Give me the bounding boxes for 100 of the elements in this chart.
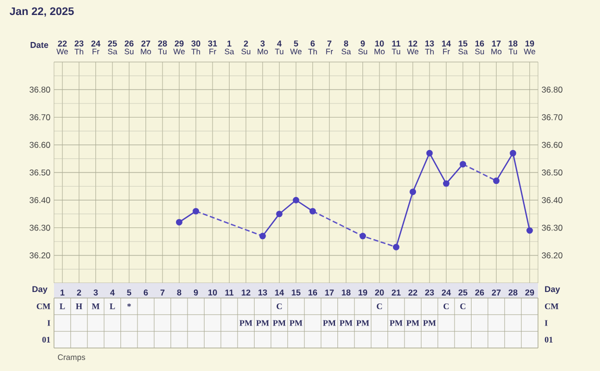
x-tick-label: 7	[160, 290, 164, 296]
text: *	[127, 304, 131, 307]
x-tick-label: 14	[442, 40, 451, 46]
x-tick-label: 15	[292, 290, 300, 296]
text: H	[76, 304, 82, 310]
x-tick-label: 23	[74, 40, 84, 46]
point	[392, 244, 400, 250]
x-tick-label: 1	[227, 40, 232, 46]
x-tick-label: 22	[58, 40, 67, 46]
x-tick-label: 4	[277, 40, 282, 46]
x-tick-label: 24	[91, 40, 100, 46]
x-tick-label: 29	[174, 40, 184, 46]
y2-tick-label: 36.50	[542, 170, 562, 176]
text: Day	[545, 286, 560, 294]
x-tick-label: 3	[94, 289, 98, 296]
x-tick-label: 25	[108, 40, 117, 46]
x-tick-label: 4	[110, 290, 115, 296]
y-tick-label: 36.80	[30, 86, 50, 93]
x-tick-label: 13	[425, 40, 434, 46]
y2-tick-label: 01	[544, 336, 553, 343]
x-tick-label: 16	[308, 289, 318, 296]
x-axis-title: Date	[30, 42, 48, 48]
x-tick-label: 13	[258, 289, 268, 296]
text: PM	[256, 320, 269, 326]
x-tick-label: 19	[525, 40, 534, 46]
point	[309, 208, 316, 214]
text: PM	[406, 320, 420, 326]
text: C	[376, 303, 382, 310]
x-axis-title: Day	[32, 286, 48, 294]
y2-tick-label: CM	[544, 303, 558, 310]
y2-tick-label: I	[544, 320, 548, 326]
text: PM	[390, 320, 402, 326]
x-tick-label: 18	[508, 40, 518, 46]
point	[442, 180, 450, 187]
point	[493, 178, 500, 184]
point	[276, 210, 283, 218]
text: PM	[423, 320, 436, 326]
x-tick-label: 1	[60, 290, 64, 296]
x-tick-label: 12	[242, 290, 250, 296]
x-tick-label: 8	[344, 40, 348, 46]
text: PM	[239, 320, 252, 326]
x-tick-label: 5	[294, 40, 298, 46]
y-tick-label: 36.70	[30, 114, 50, 120]
x-tick-label: 6	[310, 40, 315, 46]
x-tick-label: 28	[508, 289, 518, 296]
y2-tick-label: 36.30	[542, 224, 562, 231]
text: C	[444, 303, 449, 310]
y-tick-label: CM	[36, 303, 50, 310]
text: PM	[322, 320, 336, 326]
y-tick-label: 36.30	[30, 224, 50, 231]
x-tick-label: 7	[327, 40, 332, 46]
text: L	[60, 304, 65, 310]
x-tick-label: 11	[392, 40, 400, 46]
x-tick-label: 16	[475, 40, 484, 46]
text: C	[460, 303, 466, 310]
x-tick-label: 10	[375, 40, 384, 46]
x-tick-label: 27	[141, 40, 150, 46]
x-tick-label: 28	[158, 40, 167, 46]
text: C	[276, 303, 282, 310]
point	[176, 218, 182, 226]
point	[460, 160, 466, 168]
x-tick-label: 12	[408, 40, 418, 46]
x-tick-label: 21	[392, 290, 401, 296]
x-tick-label: 20	[375, 289, 384, 296]
text: PM	[340, 320, 352, 326]
x-tick-label: 2	[76, 290, 82, 296]
x-tick-label: 10	[208, 289, 217, 296]
point	[410, 188, 416, 196]
x-tick-label: 29	[525, 289, 534, 296]
y2-tick-label: 36.70	[542, 114, 562, 120]
y-tick-label: I	[47, 320, 50, 326]
x-tick-label: 5	[127, 290, 132, 296]
text: PM	[272, 320, 286, 326]
x-tick-label: 23	[425, 289, 434, 296]
text: M	[92, 304, 100, 310]
x-tick-label: 9	[360, 40, 365, 46]
x-tick-label: 14	[275, 290, 284, 296]
y-tick-label: 36.40	[30, 197, 50, 204]
y2-tick-label: 36.80	[542, 86, 562, 93]
x-tick-label: 18	[342, 289, 351, 296]
y-tick-label: 01	[42, 336, 50, 343]
text: PM	[356, 320, 370, 326]
chart-title: Jan 22, 2025	[10, 7, 74, 17]
point	[510, 150, 516, 156]
y-tick-label: 36.50	[30, 170, 50, 176]
x-tick-label: 19	[358, 289, 368, 296]
x-tick-label: 11	[225, 290, 234, 296]
x-tick-label: 2	[244, 40, 248, 46]
x-tick-label: 8	[177, 289, 182, 296]
x-tick-label: 22	[408, 290, 418, 296]
x-tick-label: 17	[325, 290, 334, 296]
point	[292, 196, 300, 204]
x-tick-label: 9	[194, 289, 198, 296]
y2-tick-label: 36.20	[542, 252, 562, 258]
text: PM	[290, 320, 302, 326]
text: L	[110, 304, 115, 310]
x-tick-label: 31	[208, 40, 218, 46]
point	[526, 227, 533, 234]
x-tick-label: 6	[144, 289, 148, 296]
x-tick-label: 17	[492, 40, 501, 46]
